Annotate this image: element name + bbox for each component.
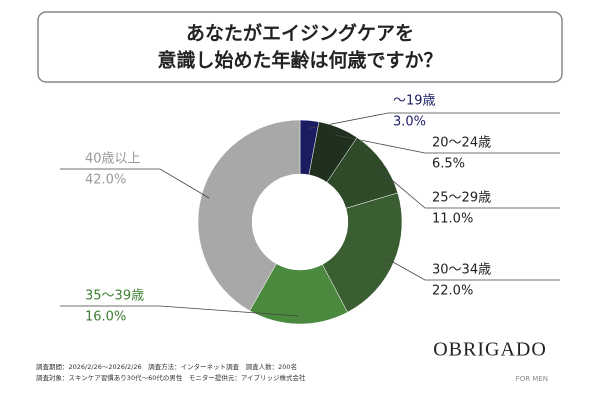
logo-sub: FOR MEN	[516, 375, 548, 383]
value-label: 22.0%	[432, 284, 473, 299]
value-label: 3.0%	[393, 115, 426, 130]
value-label: 6.5%	[432, 157, 465, 172]
slice-label: 30〜34歳	[432, 263, 491, 278]
slice-label: 35〜39歳	[85, 289, 144, 304]
leader-line	[60, 305, 299, 317]
title-box	[37, 11, 563, 83]
logo: OBRIGADO	[433, 339, 547, 361]
chart-title: あなたがエイジングケアを	[186, 22, 414, 45]
value-label: 11.0%	[432, 212, 473, 227]
slice-label: 40歳以上	[85, 152, 141, 167]
slice-label: 25〜29歳	[432, 191, 491, 206]
slice-label: 20〜24歳	[432, 136, 491, 151]
value-label: 42.0%	[85, 173, 126, 188]
chart-title: 意識し始めた年齢は何歳ですか？	[157, 49, 442, 72]
value-label: 16.0%	[85, 310, 126, 325]
leader-line	[375, 166, 560, 209]
leader-line	[335, 134, 560, 154]
leader-line	[60, 168, 210, 199]
donut-slice	[322, 192, 403, 313]
slice-label: 〜19歳	[393, 94, 436, 109]
footer-note: 調査対象：スキンケア習慣あり30代〜60代の男性 モニター提供元：アイブリッジ株…	[36, 373, 306, 382]
leader-line	[386, 258, 560, 281]
leader-line	[308, 112, 560, 129]
footer-note: 調査期間：2026/2/26〜2026/2/26 調査方法：インターネット調査 …	[36, 362, 297, 371]
donut-slice	[197, 119, 301, 312]
